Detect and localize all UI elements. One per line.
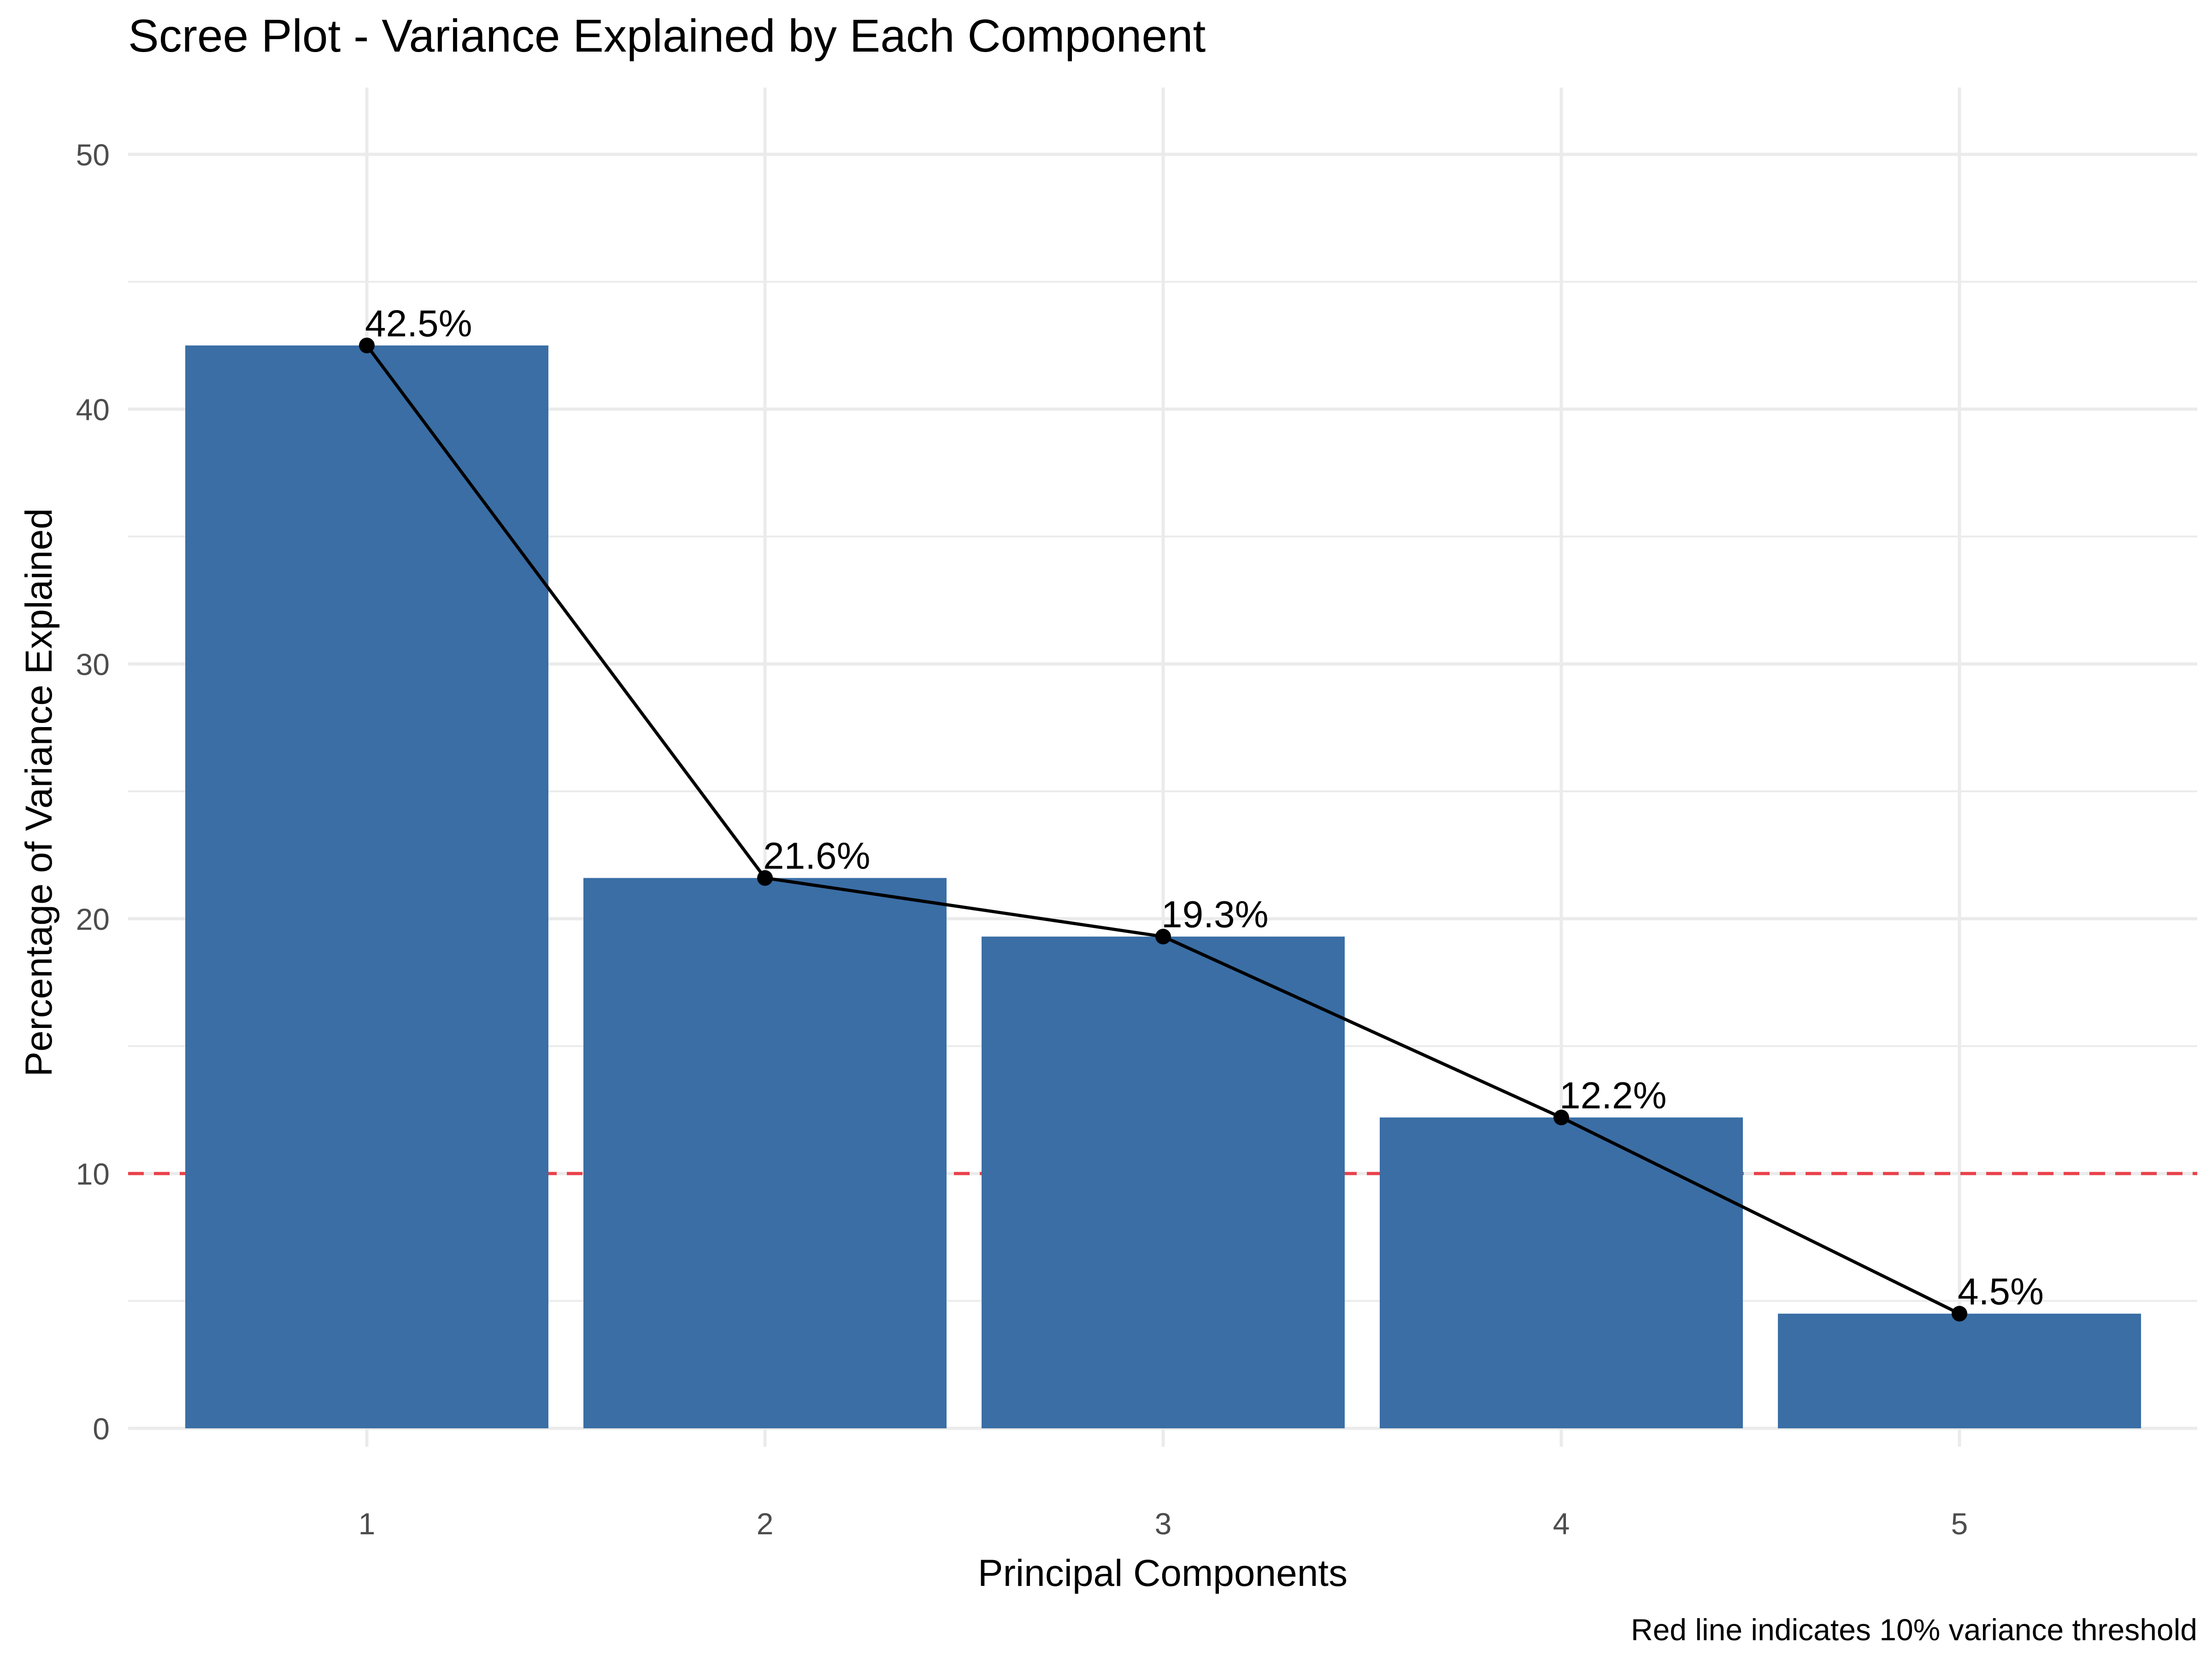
data-label: 21.6% [763,835,871,877]
y-axis-label: Percentage of Variance Explained [18,508,60,1077]
x-tick-label: 5 [1951,1507,1968,1541]
variance-point [1155,928,1171,945]
x-tick-label: 3 [1155,1507,1172,1541]
x-axis-label: Principal Components [978,1552,1347,1594]
bar-pc1 [185,345,548,1428]
bar-pc2 [583,878,947,1428]
bar-pc3 [982,936,1345,1428]
y-tick-label: 40 [76,393,110,427]
line-layer [359,337,1967,1322]
x-ticks-layer: 1 2 3 4 5 [359,1507,1968,1541]
variance-point [1952,1306,1967,1322]
y-tick-label: 10 [76,1157,110,1191]
bar-pc5 [1778,1314,2141,1428]
data-label: 19.3% [1161,894,1269,936]
labels-layer: 42.5% 21.6% 19.3% 12.2% 4.5% [365,303,2044,1313]
chart-title: Scree Plot - Variance Explained by Each … [128,10,1206,62]
data-label: 12.2% [1559,1074,1667,1116]
y-tick-label: 30 [76,647,110,681]
y-tick-label: 50 [76,138,110,172]
x-tick-label: 1 [359,1507,376,1541]
y-tick-label: 0 [93,1412,110,1446]
variance-point [359,337,375,353]
data-label: 42.5% [365,303,472,345]
bars-layer [185,345,2141,1428]
x-tick-label: 4 [1553,1507,1570,1541]
y-tick-label: 20 [76,902,110,936]
chart-caption: Red line indicates 10% variance threshol… [1631,1613,2197,1647]
y-ticks-layer: 0 10 20 30 40 50 [76,138,110,1446]
variance-point [757,870,773,886]
bar-pc4 [1380,1117,1743,1428]
variance-point [1553,1109,1569,1126]
x-tick-label: 2 [757,1507,774,1541]
data-label: 4.5% [1958,1271,2044,1313]
